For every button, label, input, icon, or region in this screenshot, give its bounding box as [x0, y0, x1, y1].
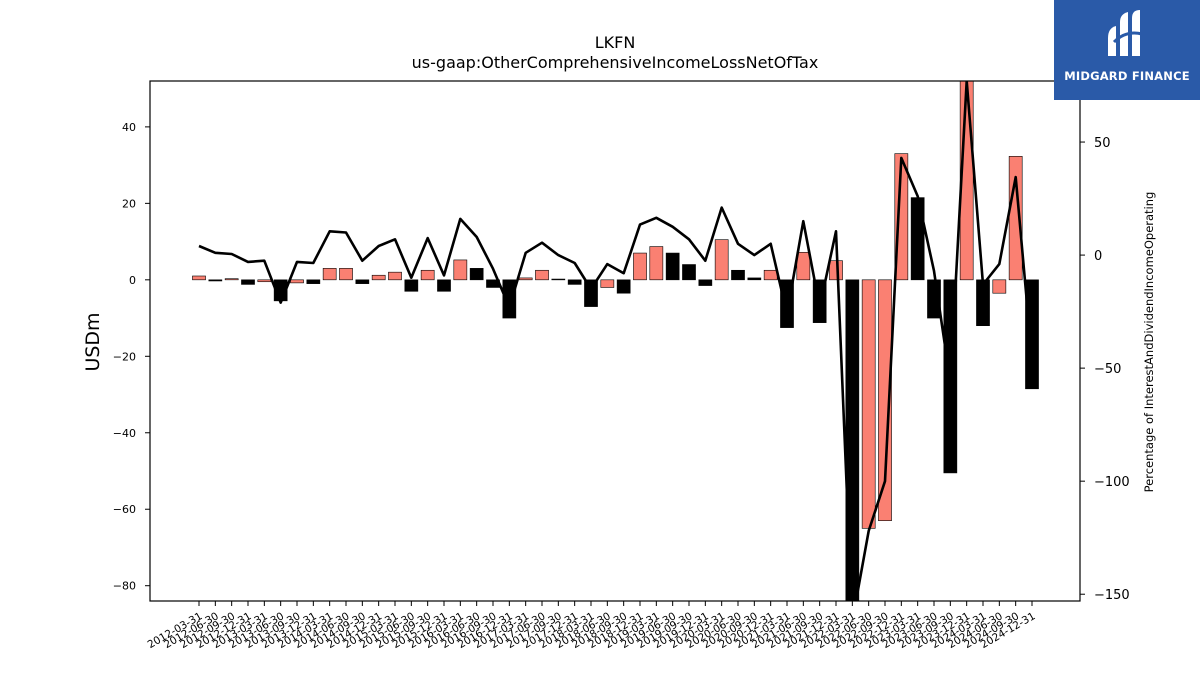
bar: [714, 239, 729, 281]
bar: [600, 279, 615, 288]
bar: [633, 252, 647, 281]
bar: [861, 279, 876, 529]
bar: [502, 279, 517, 319]
bar: [241, 279, 255, 285]
bar: [665, 252, 680, 281]
bar: [763, 269, 778, 281]
bar: [322, 268, 337, 281]
y2-tick-label: 50: [1094, 136, 1111, 151]
bar: [649, 246, 664, 281]
bar: [257, 279, 272, 283]
bar: [682, 264, 696, 281]
logo-text: MIDGARD FINANCE: [1064, 69, 1190, 83]
y-axis-label: USDm: [82, 312, 104, 371]
y-tick-label: 40: [122, 121, 136, 134]
bar: [388, 271, 402, 281]
y-tick-label: −80: [113, 580, 136, 593]
bar: [731, 269, 745, 281]
bar: [518, 277, 533, 281]
bar: [453, 259, 468, 281]
bar: [535, 269, 549, 281]
y2-tick-label: −50: [1094, 362, 1121, 377]
bar: [224, 278, 239, 281]
chart-subtitle: us-gaap:OtherComprehensiveIncomeLossNetO…: [412, 53, 819, 72]
y-tick-label: 20: [122, 197, 136, 210]
midgard-finance-logo: MIDGARD FINANCE: [1054, 0, 1200, 100]
y-tick-label: 0: [129, 274, 136, 287]
bar: [339, 268, 353, 281]
bar: [1025, 279, 1039, 390]
y2-tick-label: −150: [1094, 588, 1130, 603]
bar: [306, 279, 321, 284]
bar: [371, 274, 386, 281]
bar: [437, 279, 451, 292]
y-tick-label: −20: [113, 350, 136, 363]
bar: [420, 269, 435, 281]
bar: [698, 279, 713, 286]
bar: [796, 251, 811, 281]
bar: [910, 197, 925, 281]
bar: [567, 279, 582, 285]
chart-title: LKFN: [595, 33, 636, 52]
bar: [551, 278, 566, 281]
bar: [355, 279, 370, 284]
plot-frame: [149, 80, 1081, 602]
y2-tick-label: 0: [1094, 249, 1102, 264]
bar: [894, 153, 909, 281]
y-tick-label: −40: [113, 427, 136, 440]
bar: [616, 279, 631, 294]
series-line: [198, 81, 1034, 601]
bar: [584, 279, 598, 307]
bar: [976, 279, 990, 327]
bar: [992, 279, 1007, 294]
bar: [469, 268, 484, 281]
y2-tick-label: −100: [1094, 475, 1130, 490]
bar: [845, 279, 860, 601]
y-tick-label: −60: [113, 503, 136, 516]
bar: [290, 279, 304, 284]
bar: [208, 279, 223, 282]
y2-axis-label: Percentage of InterestAndDividendIncomeO…: [1142, 192, 1156, 493]
bar: [878, 279, 892, 522]
bar: [747, 277, 762, 281]
bar: [192, 275, 206, 281]
logo-mark-icon: [1108, 10, 1143, 56]
bar: [829, 260, 843, 281]
bar: [404, 279, 419, 292]
